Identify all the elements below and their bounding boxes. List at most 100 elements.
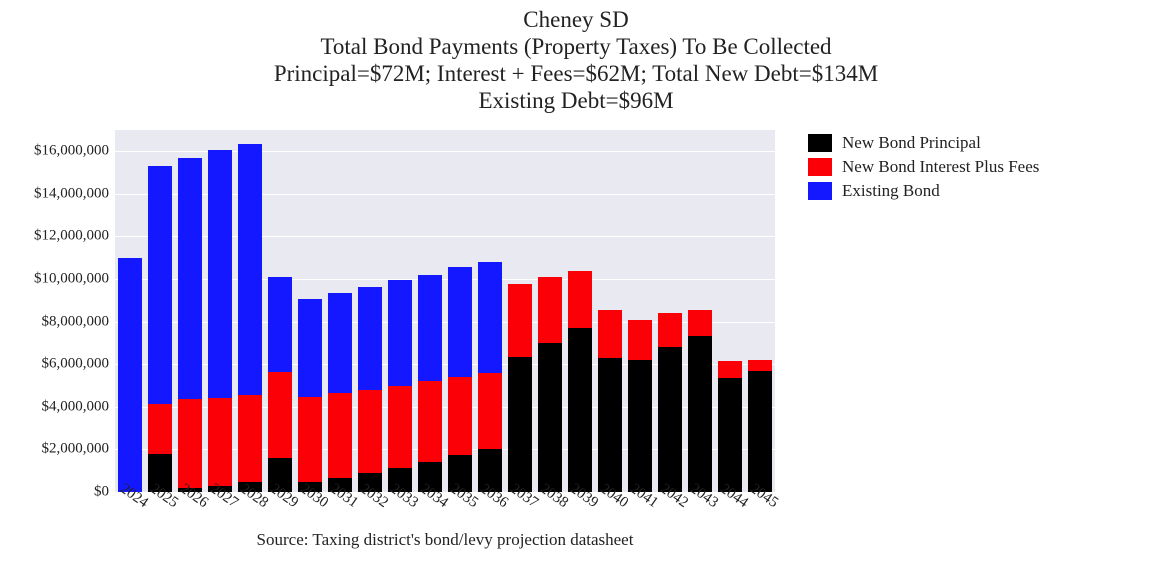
bar-segment-interest	[628, 320, 653, 360]
x-axis-tick-label: 2043	[687, 481, 721, 512]
bar-segment-existing	[208, 150, 233, 398]
bar-segment-interest	[688, 310, 713, 336]
bar-segment-interest	[658, 313, 683, 347]
bar-group	[148, 130, 173, 492]
bar-segment-existing	[298, 299, 323, 397]
legend-item: New Bond Interest Plus Fees	[808, 157, 1039, 177]
bar-segment-principal	[628, 360, 653, 492]
bar-segment-interest	[418, 381, 443, 462]
bar-segment-existing	[388, 280, 413, 385]
y-axis-tick-label: $8,000,000	[42, 313, 110, 330]
x-axis-tick-label: 2038	[537, 481, 571, 512]
x-axis-tick-label: 2042	[657, 481, 691, 512]
bar-group	[718, 130, 743, 492]
x-axis-tick-label: 2034	[417, 481, 451, 512]
y-axis-tick-label: $0	[94, 484, 109, 501]
bar-group	[628, 130, 653, 492]
x-axis-tick-label: 2039	[567, 481, 601, 512]
bar-segment-interest	[448, 377, 473, 455]
bar-segment-principal	[598, 358, 623, 492]
title-line-3: Principal=$72M; Interest + Fees=$62M; To…	[0, 60, 1152, 87]
bar-segment-existing	[448, 267, 473, 377]
x-axis-tick-label: 2036	[477, 481, 511, 512]
bar-segment-principal	[538, 343, 563, 492]
bar-group	[748, 130, 773, 492]
y-axis-tick-label: $12,000,000	[34, 228, 109, 245]
bar-group	[538, 130, 563, 492]
bar-group	[658, 130, 683, 492]
x-axis-tick-label: 2035	[447, 481, 481, 512]
bar-segment-interest	[178, 399, 203, 487]
source-caption: Source: Taxing district's bond/levy proj…	[257, 530, 634, 550]
x-axis-tick-label: 2030	[297, 481, 331, 512]
y-axis-tick-label: $10,000,000	[34, 271, 109, 288]
bar-segment-existing	[358, 287, 383, 390]
bar-segment-existing	[238, 144, 263, 395]
bar-segment-principal	[748, 371, 773, 492]
title-line-2: Total Bond Payments (Property Taxes) To …	[0, 33, 1152, 60]
title-line-4: Existing Debt=$96M	[0, 87, 1152, 114]
bar-segment-existing	[118, 258, 143, 492]
legend-swatch	[808, 158, 832, 176]
x-axis-tick-label: 2037	[507, 481, 541, 512]
bar-segment-interest	[388, 386, 413, 468]
legend-item: Existing Bond	[808, 181, 1039, 201]
bar-group	[448, 130, 473, 492]
bar-group	[418, 130, 443, 492]
bar-group	[388, 130, 413, 492]
bar-group	[568, 130, 593, 492]
bar-segment-principal	[568, 328, 593, 492]
y-axis-tick-label: $16,000,000	[34, 143, 109, 160]
bar-segment-existing	[268, 277, 293, 372]
y-axis-tick-label: $14,000,000	[34, 185, 109, 202]
bar-segment-principal	[658, 347, 683, 492]
bar-segment-existing	[478, 262, 503, 373]
x-axis-tick-label: 2040	[597, 481, 631, 512]
x-axis-tick-label: 2025	[147, 481, 181, 512]
bar-group	[178, 130, 203, 492]
x-axis-tick-label: 2026	[177, 481, 211, 512]
bar-segment-interest	[598, 310, 623, 358]
bar-segment-interest	[568, 271, 593, 328]
legend: New Bond Principal New Bond Interest Plus…	[808, 133, 1039, 205]
bar-group	[478, 130, 503, 492]
bar-group	[268, 130, 293, 492]
bar-segment-interest	[478, 373, 503, 450]
bar-segment-interest	[328, 393, 353, 478]
legend-label: Existing Bond	[842, 181, 940, 201]
bar-segment-existing	[178, 158, 203, 400]
x-axis-tick-label: 2024	[117, 481, 151, 512]
bar-segment-interest	[718, 361, 743, 378]
legend-item: New Bond Principal	[808, 133, 1039, 153]
bar-group	[508, 130, 533, 492]
x-axis-tick-label: 2028	[237, 481, 271, 512]
bar-group	[358, 130, 383, 492]
x-axis-tick-label: 2031	[327, 481, 361, 512]
bar-segment-interest	[538, 277, 563, 343]
y-axis-tick-label: $2,000,000	[42, 441, 110, 458]
bar-group	[328, 130, 353, 492]
bar-segment-interest	[238, 395, 263, 482]
y-axis-tick-label: $6,000,000	[42, 356, 110, 373]
x-axis-tick-label: 2041	[627, 481, 661, 512]
legend-swatch	[808, 182, 832, 200]
x-axis-tick-label: 2044	[717, 481, 751, 512]
legend-swatch	[808, 134, 832, 152]
bar-segment-principal	[688, 336, 713, 493]
bar-segment-interest	[208, 398, 233, 485]
title-line-1: Cheney SD	[0, 6, 1152, 33]
bar-segment-interest	[748, 360, 773, 371]
legend-label: New Bond Interest Plus Fees	[842, 157, 1039, 177]
bar-segment-interest	[358, 390, 383, 473]
chart-container: Source: Taxing district's bond/levy proj…	[0, 130, 1152, 550]
chart-title-block: Cheney SD Total Bond Payments (Property …	[0, 0, 1152, 115]
bar-segment-principal	[508, 357, 533, 492]
bar-segment-existing	[148, 166, 173, 403]
x-axis-tick-label: 2027	[207, 481, 241, 512]
bar-group	[688, 130, 713, 492]
bar-group	[598, 130, 623, 492]
bar-group	[238, 130, 263, 492]
y-axis-tick-label: $4,000,000	[42, 398, 110, 415]
bar-segment-interest	[508, 284, 533, 356]
bar-segment-interest	[298, 397, 323, 482]
